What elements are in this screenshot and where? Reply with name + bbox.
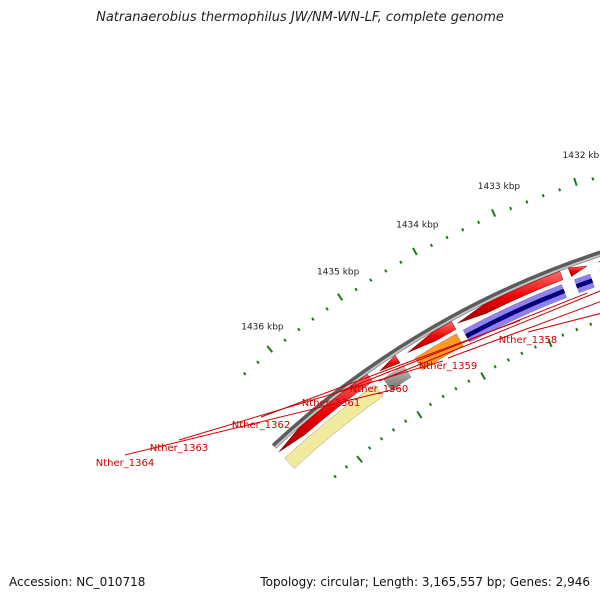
gene-bar — [575, 278, 594, 289]
scale-tick — [428, 402, 433, 407]
gene-leader-line — [447, 301, 600, 359]
cds-track — [278, 261, 600, 453]
scale-tick — [520, 351, 524, 356]
scale-labels: 1436 kbp 1435 kbp 1434 kbp 1433 kbp 1432 kbp… — [241, 151, 600, 332]
gene-bar — [465, 288, 566, 339]
scale-tick — [547, 339, 553, 348]
scale-tick — [575, 327, 579, 332]
gene-label: Nther_1364 — [96, 458, 154, 469]
gene-label: Nther_1360 — [350, 384, 408, 395]
scale-tick — [266, 345, 274, 353]
scale-tick — [480, 372, 486, 380]
scale-tick — [412, 247, 418, 256]
scale-tick — [242, 371, 247, 376]
scale-tick — [541, 193, 545, 198]
scale-tick — [477, 220, 481, 225]
blast-hit — [284, 384, 384, 469]
scale-tick — [416, 410, 423, 419]
scale-label: 1434 kbp — [396, 220, 439, 230]
scale-tick — [591, 177, 595, 181]
scale-tick — [429, 243, 434, 248]
scale-tick — [297, 327, 301, 332]
scale-ticks-inner — [333, 322, 593, 479]
scale-tick — [256, 360, 260, 365]
scale-label: 1435 kbp — [317, 267, 360, 277]
scale-tick — [391, 428, 396, 432]
scale-tick — [311, 317, 315, 321]
scale-tick — [506, 358, 510, 362]
gene-label: Nther_1363 — [150, 443, 208, 454]
gene-track — [284, 270, 600, 469]
scale-tick — [454, 386, 458, 391]
scale-tick — [356, 455, 363, 463]
gene-label: Nther_1362 — [232, 420, 290, 431]
scale-tick — [461, 227, 465, 232]
scale-tick — [509, 206, 513, 211]
scale-tick — [369, 278, 373, 282]
gene-leader-line — [527, 313, 600, 333]
gene-label-leaders — [124, 290, 600, 456]
scale-tick — [491, 208, 497, 218]
backbone-arc — [271, 250, 600, 449]
scale-tick — [344, 465, 349, 469]
scale-tick — [283, 338, 287, 342]
cds-arrow — [457, 270, 564, 324]
scale-tick — [384, 269, 388, 273]
cds-arrow — [379, 354, 401, 372]
scale-tick — [467, 379, 471, 383]
scale-tick — [533, 345, 537, 349]
scale-tick — [399, 260, 403, 264]
scale-tick — [561, 333, 565, 337]
gene-leader-line — [330, 292, 588, 396]
scale-tick — [573, 177, 578, 186]
scale-tick — [333, 474, 337, 479]
scale-ticks-outer — [242, 177, 595, 376]
genome-summary-text: Topology: circular; Length: 3,165,557 bp… — [260, 575, 590, 589]
scale-tick — [379, 436, 384, 441]
scale-tick — [337, 293, 344, 301]
scale-tick — [558, 188, 562, 192]
scale-tick — [354, 287, 358, 292]
scale-label: 1436 kbp — [241, 322, 284, 332]
scale-tick — [403, 419, 408, 423]
accession-text: Accession: NC_010718 — [9, 575, 146, 589]
gene-label: Nther_1359 — [419, 361, 477, 372]
backbone-highlight — [274, 254, 600, 449]
scale-tick — [441, 394, 445, 399]
scale-label: 1433 kbp — [478, 182, 521, 192]
scale-tick — [367, 446, 372, 450]
scale-tick — [589, 322, 593, 326]
cds-arrow — [278, 373, 373, 453]
gene-leader-line — [124, 387, 401, 456]
map-title: Natranaerobius thermophilus JW/NM-WN-LF,… — [96, 10, 504, 25]
gene-label: Nther_1361 — [302, 398, 360, 409]
cds-arrow — [407, 321, 457, 353]
gene-labels: Nther_1364 Nther_1363 Nther_1362 Nther_1361… — [96, 335, 557, 469]
gene-label: Nther_1358 — [499, 335, 557, 346]
scale-tick — [493, 364, 497, 369]
scale-tick — [325, 307, 329, 311]
scale-tick — [445, 235, 449, 240]
cds-arrow — [567, 265, 588, 277]
gene-leader-line — [178, 360, 443, 441]
scale-label: 1432 kbp — [563, 151, 600, 161]
backbone-line — [271, 250, 600, 449]
gene-leader-line — [378, 290, 600, 382]
scale-tick — [525, 200, 529, 204]
